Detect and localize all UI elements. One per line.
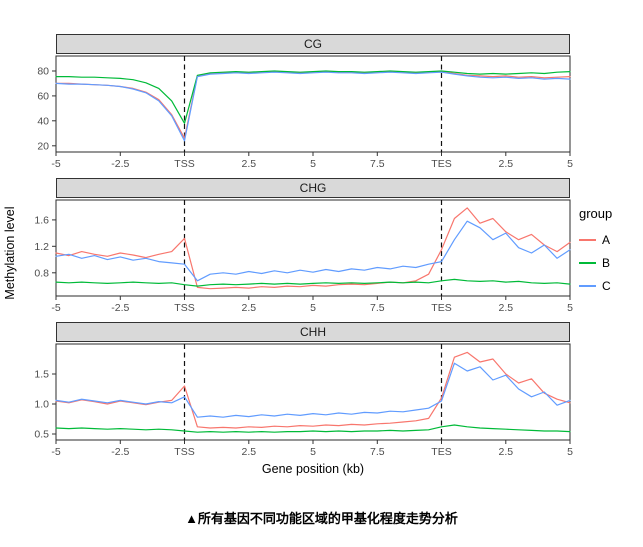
strip-label-chh: CHH xyxy=(56,322,570,342)
series-B-line xyxy=(55,424,571,433)
series-B-line xyxy=(55,278,571,287)
x-tick-label: -2.5 xyxy=(111,302,129,314)
panel-plot-cg: 20 40 60 80 -5 -2.5 TSS 2.5 5 7.5 TES 2.5 5 xyxy=(37,55,573,170)
x-tick-label: 7.5 xyxy=(370,302,385,314)
y-tick-label: 1.2 xyxy=(34,241,49,253)
x-tick-label: 5 xyxy=(310,158,316,170)
y-tick-label: 40 xyxy=(37,115,49,127)
panel-background xyxy=(55,55,571,153)
legend-item-a: A xyxy=(579,231,612,248)
panel-chh: CHH 0.5 1.0 1.5 -5 -2.5 TSS 2.5 5 7.5 TES 2.5 5 xyxy=(14,322,574,460)
x-tick-label: -5 xyxy=(51,302,60,314)
y-tick-label: 0.5 xyxy=(34,429,49,441)
panel-plot-chg: 0.8 1.2 1.6 -5 -2.5 TSS 2.5 5 7.5 TES 2.5 5 xyxy=(34,199,573,314)
y-tick-label: 1.0 xyxy=(34,399,49,411)
y-tick-label: 1.5 xyxy=(34,369,49,381)
x-tick-label: 5 xyxy=(310,302,316,314)
x-tick-label: 5 xyxy=(567,158,573,170)
panel-background xyxy=(55,199,571,297)
strip-label-cg: CG xyxy=(56,34,570,54)
x-tick-label: 5 xyxy=(567,446,573,458)
x-tick-label: TSS xyxy=(174,158,194,170)
series-A-line xyxy=(55,207,571,290)
x-tick-label: 5 xyxy=(567,302,573,314)
x-tick-label: TES xyxy=(431,158,451,170)
figure-caption: ▲所有基因不同功能区域的甲基化程度走势分析 xyxy=(185,511,458,526)
series-B-line xyxy=(55,70,571,124)
panel-cg: CG 20 40 60 80 -5 -2.5 TSS 2.5 5 7.5 TES 2.5 5 xyxy=(14,34,574,172)
legend-label-a: A xyxy=(602,232,611,247)
series-C-line xyxy=(55,71,571,142)
series-C-line xyxy=(55,220,571,282)
facet-panels: CG 20 40 60 80 -5 -2.5 TSS 2.5 5 7.5 TES 2.5 5 CHG 0… xyxy=(14,34,574,466)
x-tick-label: 2.5 xyxy=(498,446,513,458)
legend-item-c: C xyxy=(579,277,612,294)
x-tick-label: 5 xyxy=(310,446,316,458)
x-tick-label: 7.5 xyxy=(370,446,385,458)
y-tick-label: 60 xyxy=(37,90,49,102)
x-axis-title: Gene position (kb) xyxy=(261,462,365,476)
legend-label-c: C xyxy=(602,278,611,293)
x-tick-label: 7.5 xyxy=(370,158,385,170)
x-tick-label: 2.5 xyxy=(498,158,513,170)
y-tick-label: 1.6 xyxy=(34,214,49,226)
x-tick-label: TES xyxy=(431,446,451,458)
x-tick-label: 2.5 xyxy=(241,302,256,314)
legend-key-box xyxy=(579,231,596,248)
x-tick-label: TES xyxy=(431,302,451,314)
legend-key-box xyxy=(579,254,596,271)
legend-item-b: B xyxy=(579,254,612,271)
panel-plot-chh: 0.5 1.0 1.5 -5 -2.5 TSS 2.5 5 7.5 TES 2.5 5 xyxy=(34,343,573,458)
x-tick-label: TSS xyxy=(174,302,194,314)
strip-label-chg: CHG xyxy=(56,178,570,198)
legend: group A B C xyxy=(579,206,612,300)
legend-key-line-a xyxy=(579,238,596,241)
x-tick-label: -5 xyxy=(51,158,60,170)
x-tick-label: -5 xyxy=(51,446,60,458)
legend-key-line-c xyxy=(579,284,596,287)
legend-title: group xyxy=(579,206,613,221)
x-tick-label: TSS xyxy=(174,446,194,458)
legend-label-b: B xyxy=(602,255,611,270)
series-C-line xyxy=(55,362,571,418)
x-tick-label: 2.5 xyxy=(498,302,513,314)
x-tick-label: -2.5 xyxy=(111,158,129,170)
x-tick-label: 2.5 xyxy=(241,158,256,170)
x-tick-label: -2.5 xyxy=(111,446,129,458)
y-tick-label: 0.8 xyxy=(34,267,49,279)
legend-key-box xyxy=(579,277,596,294)
y-tick-label: 20 xyxy=(37,140,49,152)
y-tick-label: 80 xyxy=(37,66,49,78)
panel-background xyxy=(55,343,571,441)
panel-chg: CHG 0.8 1.2 1.6 -5 -2.5 TSS 2.5 5 7.5 TES 2.5 5 xyxy=(14,178,574,316)
x-tick-label: 2.5 xyxy=(241,446,256,458)
legend-key-line-b xyxy=(579,261,596,264)
